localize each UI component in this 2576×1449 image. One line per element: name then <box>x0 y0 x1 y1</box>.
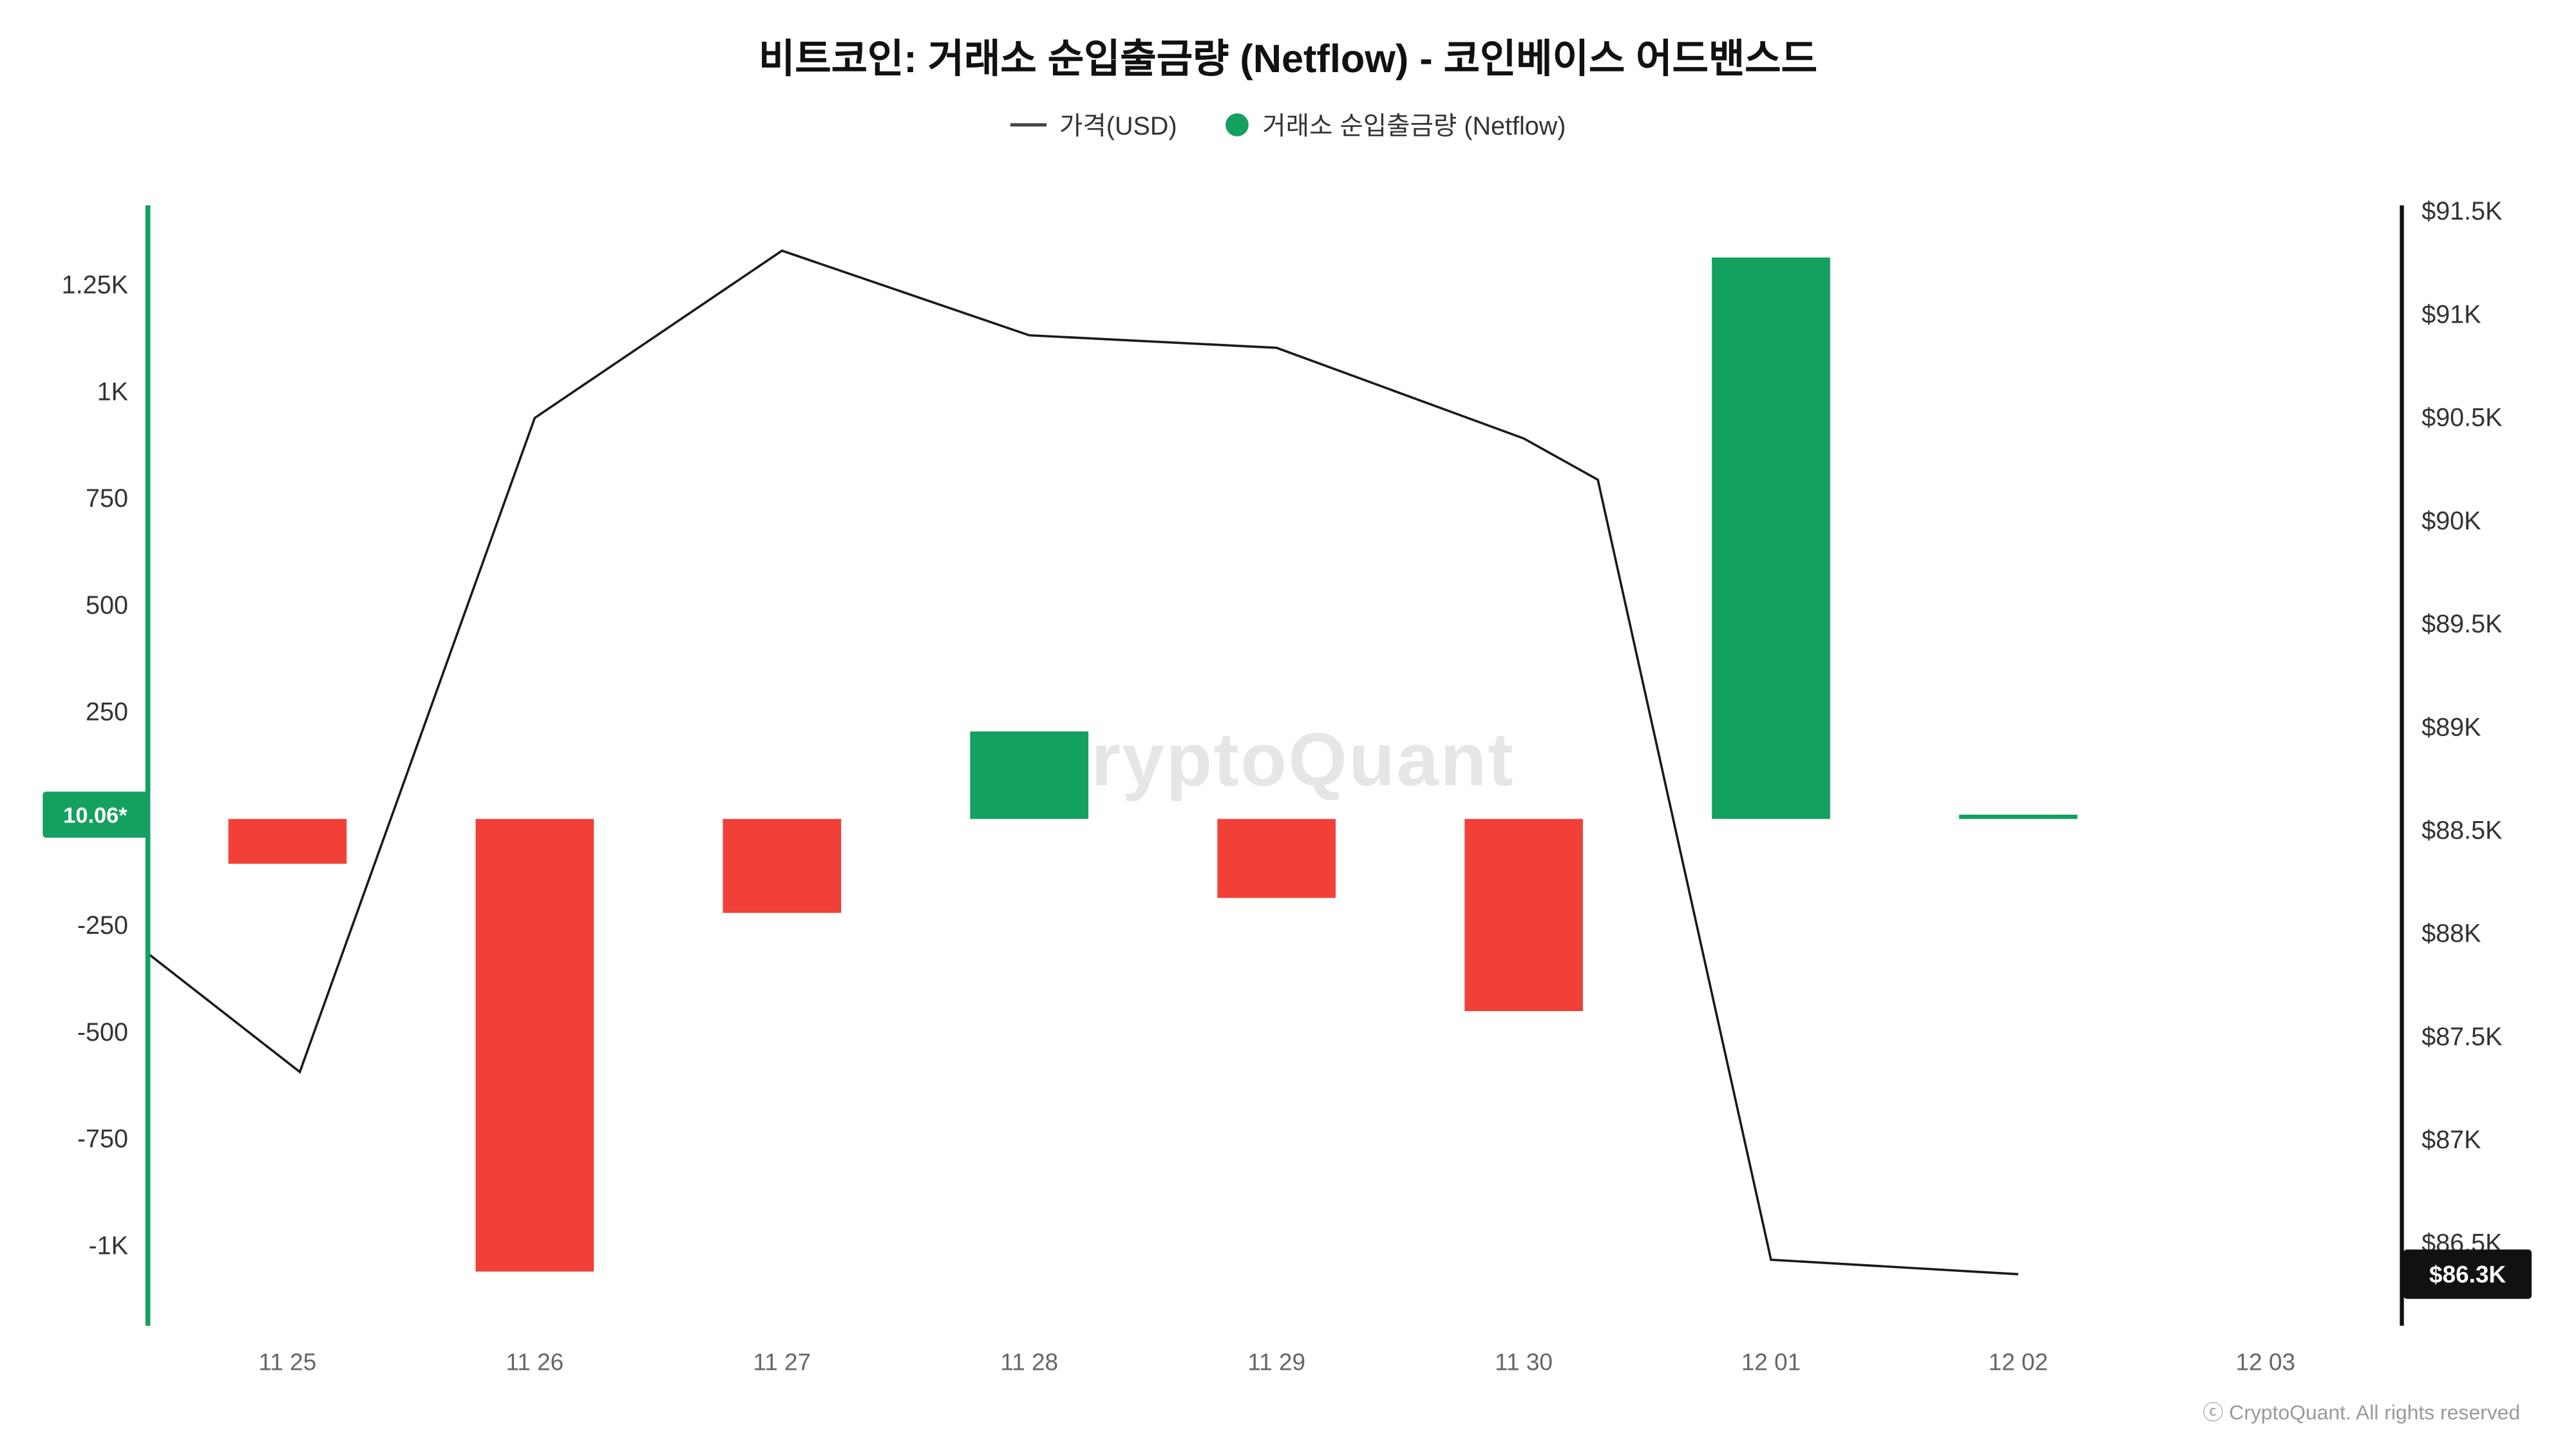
left-axis-tick: 1.25K <box>62 271 128 299</box>
netflow-bar-11-29[interactable] <box>1217 819 1336 898</box>
x-axis-tick: 11 25 <box>259 1349 317 1376</box>
right-axis-tick: $91K <box>2421 300 2481 328</box>
left-axis-tick: 750 <box>86 484 128 513</box>
left-axis-tick: -1K <box>88 1231 128 1260</box>
legend-price-label: 가격(USD) <box>1059 113 1177 142</box>
x-axis-tick: 11 27 <box>753 1349 811 1376</box>
netflow-bar-11-28[interactable] <box>970 731 1089 819</box>
legend-item-netflow[interactable]: 거래소 순입출금량 (Netflow) <box>1226 107 1566 143</box>
right-axis-tick: $88.5K <box>2421 816 2502 844</box>
left-axis-tick: -500 <box>77 1018 128 1046</box>
x-axis-tick: 11 30 <box>1495 1349 1553 1376</box>
left-axis-tick: -250 <box>77 911 128 940</box>
netflow-bar-12-02[interactable] <box>1959 814 2078 819</box>
left-axis-tick: 1K <box>97 377 128 406</box>
netflow-bar-12-01[interactable] <box>1712 257 1830 819</box>
price-current-badge-label: $86.3K <box>2429 1261 2506 1287</box>
netflow-bar-11-30[interactable] <box>1464 819 1583 1012</box>
chart-title: 비트코인: 거래소 순입출금량 (Netflow) - 코인베이스 어드밴스드 <box>759 37 1817 82</box>
netflow-current-badge <box>43 791 148 838</box>
x-axis-tick: 12 03 <box>2236 1349 2296 1376</box>
copyright: ⓒ CryptoQuant. All rights reserved <box>2202 1401 2521 1425</box>
netflow-current-badge-label: 10.06* <box>63 804 128 828</box>
x-axis-tick: 12 02 <box>1989 1349 2049 1376</box>
right-axis-tick: $90K <box>2421 507 2481 535</box>
left-axis-tick: 500 <box>86 591 128 620</box>
x-axis-tick: 11 29 <box>1247 1349 1305 1376</box>
right-axis-tick: $88K <box>2421 920 2481 948</box>
left-axis-tick: -750 <box>77 1125 128 1153</box>
netflow-bar-11-26[interactable] <box>475 819 594 1272</box>
x-axis-tick: 12 01 <box>1741 1349 1801 1376</box>
price-current-badge <box>2403 1249 2532 1299</box>
watermark: CryptoQuant <box>1035 717 1515 801</box>
x-axis-tick: 11 26 <box>506 1349 564 1376</box>
right-axis-tick: $91.5K <box>2421 197 2502 225</box>
price-line <box>148 249 2019 1276</box>
right-axis-tick: $90.5K <box>2421 404 2502 432</box>
netflow-dot-swatch-icon <box>1226 113 1249 137</box>
x-axis-tick: 11 28 <box>1000 1349 1058 1376</box>
netflow-bar-11-27[interactable] <box>723 819 842 913</box>
netflow-bar-11-25[interactable] <box>228 819 347 864</box>
right-axis-tick: $89.5K <box>2421 610 2502 638</box>
right-axis-tick: $87K <box>2421 1126 2481 1154</box>
right-axis-tick: $89K <box>2421 713 2481 741</box>
left-axis-tick: 250 <box>86 698 128 726</box>
right-axis-tick: $87.5K <box>2421 1023 2502 1051</box>
price-line-swatch-icon <box>1010 123 1046 127</box>
legend-netflow-label: 거래소 순입출금량 (Netflow) <box>1262 113 1566 142</box>
legend-item-price[interactable]: 가격(USD) <box>1010 107 1177 143</box>
legend: 가격(USD) 거래소 순입출금량 (Netflow) <box>0 107 2576 143</box>
